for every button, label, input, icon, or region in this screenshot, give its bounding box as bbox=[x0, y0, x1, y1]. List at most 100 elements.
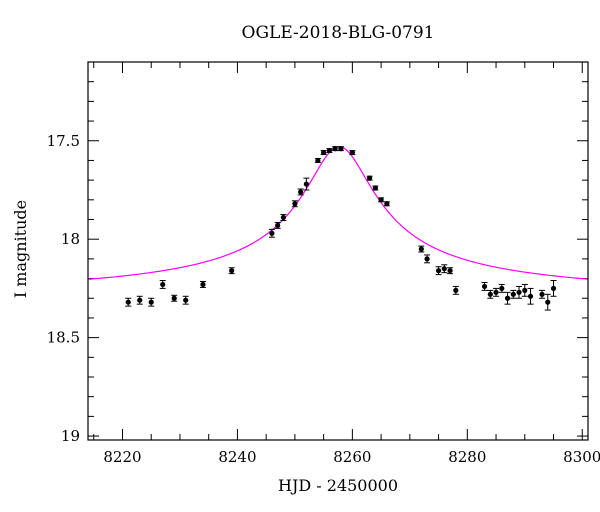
y-tick-label: 17.5 bbox=[47, 132, 80, 150]
y-tick-label: 18 bbox=[61, 230, 80, 248]
data-point bbox=[521, 283, 528, 297]
x-tick-label: 8280 bbox=[448, 448, 486, 466]
point-marker bbox=[321, 149, 327, 156]
data-points bbox=[125, 146, 557, 311]
data-point bbox=[366, 175, 373, 181]
point-marker bbox=[522, 287, 528, 293]
data-point bbox=[544, 293, 551, 311]
point-marker bbox=[332, 146, 338, 152]
y-tick-label: 18.5 bbox=[47, 329, 80, 347]
point-marker bbox=[510, 291, 516, 297]
data-point bbox=[182, 295, 189, 305]
data-point bbox=[383, 201, 390, 207]
data-point bbox=[487, 289, 494, 299]
point-marker bbox=[125, 299, 131, 305]
data-point bbox=[550, 280, 557, 297]
point-marker bbox=[269, 230, 275, 236]
axis-ticks: 8220 8240 8260 8280 8300 17.5 18 18.5 19 bbox=[47, 62, 600, 466]
data-point bbox=[527, 287, 534, 305]
x-tick-label: 8260 bbox=[333, 448, 371, 466]
data-point bbox=[268, 228, 275, 238]
point-marker bbox=[338, 146, 344, 152]
point-marker bbox=[499, 285, 505, 292]
data-point bbox=[337, 146, 344, 152]
point-marker bbox=[378, 197, 384, 203]
plot-frame bbox=[87, 61, 589, 441]
data-point bbox=[297, 188, 304, 196]
point-marker bbox=[160, 281, 166, 288]
point-marker bbox=[424, 256, 430, 262]
point-marker bbox=[298, 189, 304, 195]
data-point bbox=[349, 149, 356, 156]
data-point bbox=[424, 254, 431, 264]
data-point bbox=[418, 245, 425, 253]
point-marker bbox=[303, 181, 309, 187]
point-marker bbox=[481, 283, 488, 290]
data-point bbox=[332, 146, 339, 152]
model-curve-line bbox=[87, 146, 589, 280]
data-point bbox=[452, 285, 459, 295]
chart-title: OGLE-2018-BLG-0791 bbox=[242, 23, 435, 43]
data-point bbox=[498, 283, 505, 293]
point-marker bbox=[183, 297, 189, 303]
point-marker bbox=[493, 289, 499, 295]
point-marker bbox=[527, 293, 534, 299]
x-tick-label: 8240 bbox=[218, 448, 256, 466]
point-marker bbox=[453, 287, 459, 293]
point-marker bbox=[137, 297, 143, 303]
point-marker bbox=[349, 149, 355, 156]
data-point bbox=[291, 200, 298, 208]
point-marker bbox=[280, 214, 287, 221]
data-point bbox=[136, 295, 143, 305]
data-point bbox=[441, 264, 448, 274]
data-point bbox=[320, 149, 327, 156]
data-point bbox=[314, 157, 321, 164]
point-marker bbox=[487, 291, 493, 297]
point-marker bbox=[200, 281, 206, 288]
point-marker bbox=[504, 295, 511, 301]
point-marker bbox=[384, 201, 390, 207]
point-marker bbox=[447, 268, 453, 274]
data-point bbox=[159, 280, 166, 289]
data-point bbox=[539, 289, 546, 299]
point-marker bbox=[171, 295, 177, 301]
data-point bbox=[148, 297, 155, 307]
point-marker bbox=[435, 268, 442, 274]
data-point bbox=[303, 177, 310, 191]
data-point bbox=[326, 147, 333, 154]
point-marker bbox=[418, 246, 424, 252]
data-point bbox=[504, 291, 511, 305]
data-point bbox=[493, 287, 500, 297]
point-marker bbox=[539, 291, 545, 297]
point-marker bbox=[315, 157, 321, 164]
point-marker bbox=[326, 147, 332, 154]
point-marker bbox=[545, 299, 551, 305]
y-axis-label: I magnitude bbox=[11, 200, 30, 298]
data-point bbox=[199, 281, 206, 288]
data-point bbox=[481, 282, 488, 291]
point-marker bbox=[367, 175, 373, 181]
data-point bbox=[447, 267, 454, 275]
x-tick-label: 8300 bbox=[563, 448, 600, 466]
data-point bbox=[228, 267, 235, 275]
point-marker bbox=[516, 289, 522, 295]
x-axis-label: HJD - 2450000 bbox=[278, 476, 398, 495]
x-tick-label: 8220 bbox=[103, 448, 141, 466]
point-marker bbox=[550, 285, 557, 292]
data-point bbox=[378, 197, 385, 203]
data-point bbox=[125, 297, 132, 307]
data-point bbox=[280, 214, 287, 221]
point-marker bbox=[441, 266, 447, 272]
data-point bbox=[171, 294, 178, 302]
point-marker bbox=[229, 268, 235, 274]
data-point bbox=[435, 266, 442, 276]
model-curve bbox=[87, 146, 589, 280]
point-marker bbox=[372, 185, 378, 191]
data-point bbox=[516, 285, 523, 299]
data-point bbox=[274, 221, 281, 229]
point-marker bbox=[148, 299, 154, 305]
point-marker bbox=[292, 201, 298, 207]
point-marker bbox=[275, 222, 281, 229]
y-tick-label: 19 bbox=[61, 427, 80, 445]
